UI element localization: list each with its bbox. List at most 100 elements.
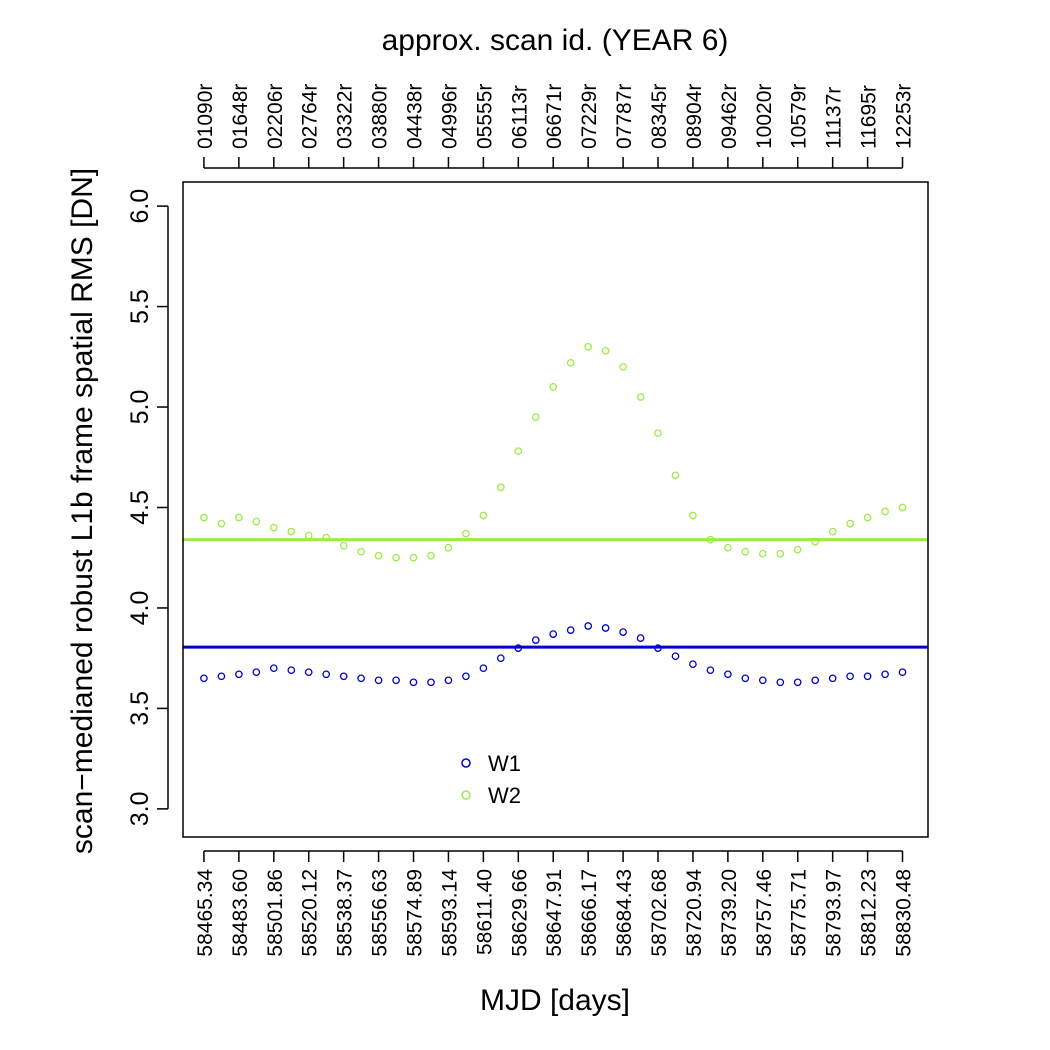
top-tick-label: 09462r <box>718 84 741 149</box>
data-point-w2 <box>863 513 872 522</box>
x-tick-label: 58684.43 <box>613 869 636 957</box>
top-tick-label: 02764r <box>299 84 322 149</box>
top-scan-id-axis: 01090r 01648r 02206r 02764r 03322r 03880r 0443… <box>194 84 916 169</box>
data-point-w2 <box>531 413 540 421</box>
data-point-w2 <box>200 513 208 522</box>
data-point-w1 <box>374 676 383 685</box>
data-point-w1 <box>724 670 732 679</box>
data-point-w2 <box>758 549 767 558</box>
x-tick-label: 58702.68 <box>648 869 671 957</box>
data-points-layer <box>200 342 907 687</box>
x-tick-label: 58775.71 <box>788 869 811 957</box>
data-point-w1 <box>322 670 331 679</box>
x-tick-label: 58593.14 <box>438 869 461 957</box>
top-tick-label: 03322r <box>334 84 357 149</box>
data-point-w1 <box>217 672 226 681</box>
data-point-w2 <box>287 527 296 536</box>
data-point-w2 <box>671 471 680 480</box>
data-point-w1 <box>881 670 889 679</box>
top-tick-label: 05555r <box>473 84 496 149</box>
data-point-w2 <box>584 342 593 351</box>
data-point-w2 <box>776 549 785 558</box>
data-point-w1 <box>671 652 680 661</box>
y-tick-label: 4.0 <box>126 591 154 626</box>
x-tick-label: 58739.20 <box>718 869 741 957</box>
top-tick-label: 03880r <box>369 84 392 149</box>
x-tick-label: 58556.63 <box>369 869 392 957</box>
data-point-w1 <box>339 672 348 681</box>
data-point-w1 <box>566 626 575 634</box>
data-point-w1 <box>549 630 558 638</box>
x-tick-label: 58611.40 <box>473 869 496 955</box>
top-tick-label: 10020r <box>753 84 776 149</box>
series-w1 <box>200 622 907 687</box>
y-tick-label: 3.5 <box>126 691 154 726</box>
data-point-w2 <box>444 543 453 552</box>
data-point-w1 <box>828 674 837 683</box>
top-tick-label: 11137r <box>823 87 846 149</box>
top-tick-label: 06671r <box>543 84 566 149</box>
y-tick-label: 3.0 <box>126 792 154 827</box>
data-point-w1 <box>741 674 750 683</box>
data-point-w1 <box>444 676 453 685</box>
data-point-w1 <box>601 624 610 632</box>
x-tick-label: 58793.97 <box>823 869 846 957</box>
data-point-w2 <box>357 547 365 556</box>
top-tick-label: 08345r <box>648 84 671 149</box>
top-tick-label: 12253r <box>893 84 916 149</box>
data-point-w1 <box>584 622 593 630</box>
legend-marker-w1 <box>461 758 471 768</box>
legend-label-w2: W2 <box>488 783 521 808</box>
data-point-w2 <box>235 513 243 522</box>
x-tick-label: 58830.48 <box>893 869 916 957</box>
data-point-w1 <box>846 672 854 681</box>
data-point-w1 <box>304 668 313 677</box>
top-tick-label: 04438r <box>404 84 427 149</box>
series-w2 <box>200 342 907 562</box>
data-point-w1 <box>392 676 400 685</box>
median-lines-layer <box>183 538 928 649</box>
top-tick-label: 07229r <box>578 84 601 149</box>
data-point-w2 <box>409 553 418 562</box>
data-point-w1 <box>357 674 365 683</box>
left-y-axis: 3.0 3.5 4.0 4.5 5.0 5.5 6.0 <box>126 189 169 827</box>
top-tick-label: 01648r <box>229 84 252 149</box>
data-point-w1 <box>689 660 697 669</box>
plot-frame <box>182 181 929 838</box>
data-point-w2 <box>549 383 558 391</box>
data-point-w2 <box>514 447 523 456</box>
data-point-w1 <box>252 668 261 677</box>
data-point-w1 <box>287 666 296 675</box>
data-point-w2 <box>654 429 662 438</box>
x-tick-label: 58647.91 <box>543 869 566 957</box>
legend-label-w1: W1 <box>488 751 521 776</box>
top-tick-label: 02206r <box>264 84 287 149</box>
x-tick-label: 58666.17 <box>578 869 601 957</box>
x-tick-label: 58520.12 <box>299 869 322 957</box>
data-point-w2 <box>252 517 261 526</box>
y-tick-label: 5.0 <box>126 390 154 425</box>
data-point-w2 <box>741 547 750 556</box>
chart-title: approx. scan id. (YEAR 6) <box>382 24 729 57</box>
data-point-w2 <box>724 543 732 552</box>
data-point-w1 <box>235 670 243 679</box>
data-point-w1 <box>269 664 278 673</box>
data-point-w2 <box>881 507 889 516</box>
data-point-w1 <box>619 628 627 636</box>
x-tick-label: 58538.37 <box>334 869 357 957</box>
y-tick-label: 4.5 <box>126 490 154 525</box>
data-point-w2 <box>793 545 802 554</box>
data-point-w2 <box>392 553 400 562</box>
data-point-w1 <box>863 672 872 681</box>
top-tick-label: 11695r <box>858 85 881 149</box>
data-point-w1 <box>409 678 418 687</box>
data-point-w1 <box>776 678 785 687</box>
x-tick-label: 58465.34 <box>194 869 217 957</box>
data-point-w1 <box>479 664 488 673</box>
data-point-w1 <box>793 678 802 687</box>
data-point-w2 <box>566 358 575 367</box>
data-point-w1 <box>758 676 767 685</box>
x-tick-label: 58629.66 <box>508 869 531 957</box>
data-point-w2 <box>269 523 278 532</box>
